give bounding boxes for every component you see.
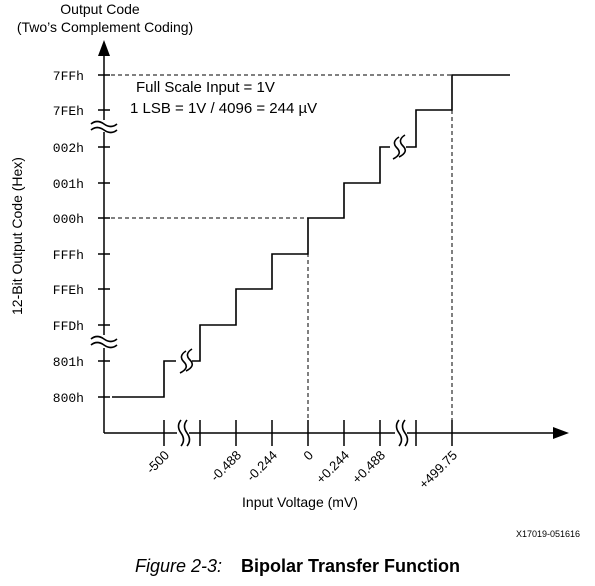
y-tick-label: 002h <box>53 141 84 156</box>
x-tick-label: +0.244 <box>313 448 352 487</box>
y-tick-label: 801h <box>53 355 84 370</box>
y-axis-break-upper <box>91 120 117 133</box>
figure-number: Figure 2-3: <box>135 556 222 576</box>
x-tick-label: -500 <box>143 448 172 477</box>
y-tick-label: 000h <box>53 212 84 227</box>
y-axis-title-line2: (Two’s Complement Coding) <box>17 19 193 35</box>
staircase-break-left <box>176 349 192 373</box>
staircase-break-right <box>390 135 406 159</box>
x-tick-label: -0.244 <box>243 448 280 485</box>
figure-id: X17019-051616 <box>516 529 580 539</box>
x-tick-label: 0 <box>300 448 316 464</box>
y-tick-label: FFEh <box>53 283 84 298</box>
y-tick-label: 800h <box>53 391 84 406</box>
annotation-lsb: 1 LSB = 1V / 4096 = 244 µV <box>130 100 317 117</box>
y-tick-label: 7FEh <box>53 104 84 119</box>
y-tick-label: 7FFh <box>53 69 84 84</box>
x-tick-labels: -500 -0.488 -0.244 0 +0.244 +0.488 +499.… <box>143 448 460 492</box>
x-axis-arrow <box>553 427 569 439</box>
y-axis-break-lower <box>91 335 117 348</box>
x-tick-label: -0.488 <box>207 448 244 485</box>
y-tick-label: 001h <box>53 177 84 192</box>
y-tick-labels: 7FFh 7FEh 002h 001h 000h FFFh FFEh FFDh … <box>53 69 84 406</box>
figure-caption: Figure 2-3: Bipolar Transfer Function <box>0 556 595 577</box>
y-axis-title-line1: Output Code <box>60 1 140 17</box>
x-tick-label: +0.488 <box>349 448 388 487</box>
y-tick-label: FFDh <box>53 319 84 334</box>
figure-title: Bipolar Transfer Function <box>241 556 460 576</box>
x-axis-break-right <box>395 420 408 446</box>
x-axis-break-left <box>177 420 190 446</box>
transfer-staircase <box>112 75 510 397</box>
y-tick-label: FFFh <box>53 248 84 263</box>
x-tick-label: +499.75 <box>416 448 460 492</box>
y-axis-arrow <box>98 40 110 56</box>
y-axis-label: 12-Bit Output Code (Hex) <box>9 157 25 315</box>
annotation-full-scale: Full Scale Input = 1V <box>136 79 275 96</box>
x-axis-label: Input Voltage (mV) <box>242 494 358 510</box>
